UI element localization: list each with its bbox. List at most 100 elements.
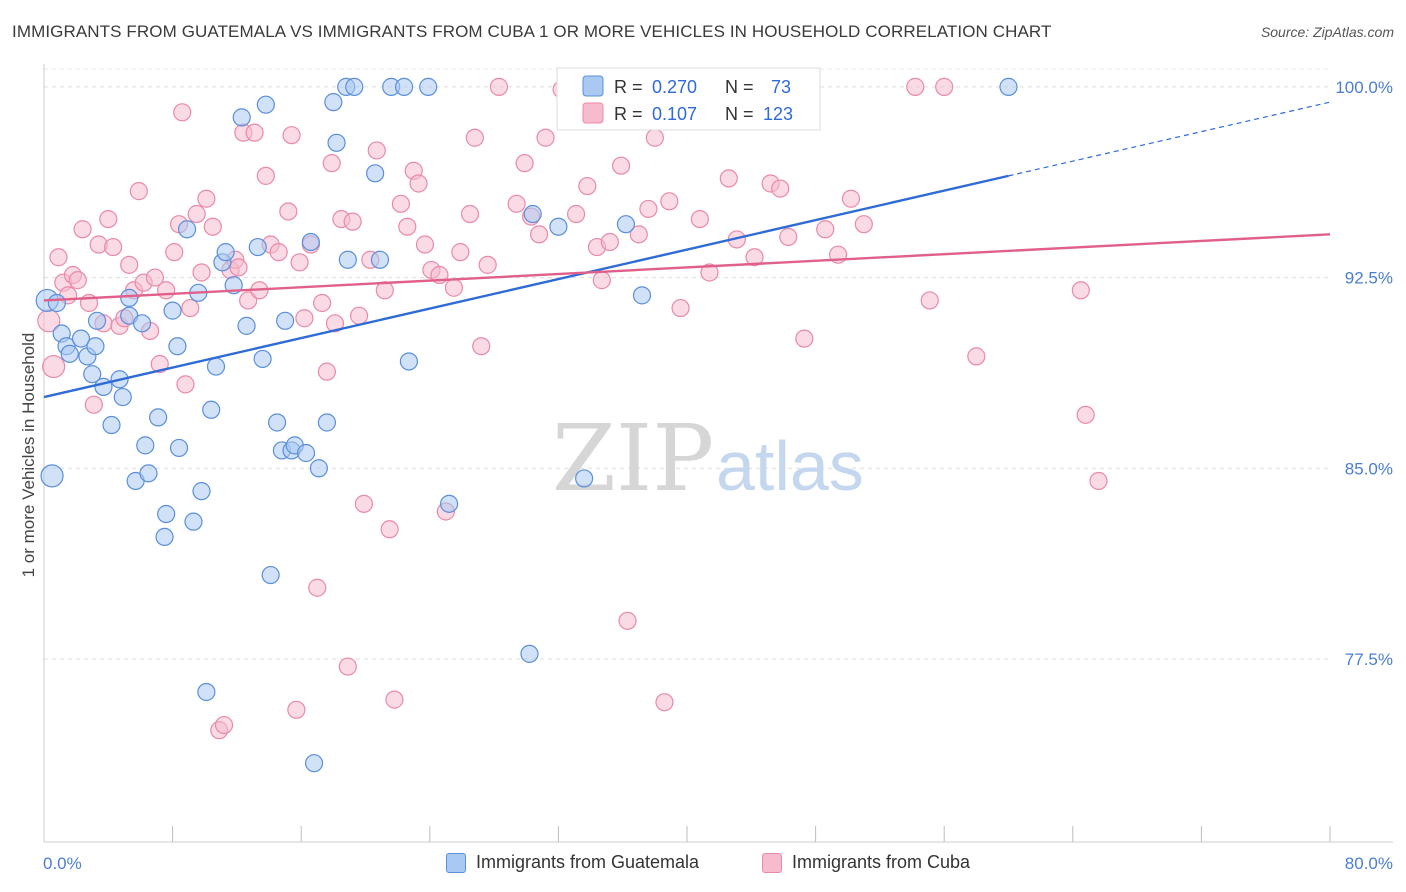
guatemala-point bbox=[261, 565, 280, 585]
legend-n-label-guatemala: N = bbox=[725, 77, 754, 97]
legend-swatch-cuba bbox=[582, 102, 604, 124]
guatemala-point bbox=[177, 220, 197, 239]
legend-n-cuba: 123 bbox=[763, 104, 793, 124]
cuba-point bbox=[120, 255, 139, 274]
cuba-point bbox=[578, 176, 597, 196]
guatemala-point bbox=[163, 301, 182, 320]
guatemala-point bbox=[168, 337, 187, 356]
guatemala-point bbox=[216, 243, 235, 262]
cuba-point bbox=[104, 237, 123, 257]
cuba-point bbox=[290, 253, 309, 272]
legend-n-label-cuba: N = bbox=[725, 104, 754, 124]
y-tick-label: 85.0% bbox=[1345, 459, 1393, 478]
guatemala-point bbox=[520, 644, 539, 663]
cuba-point bbox=[99, 209, 118, 229]
cuba-point bbox=[507, 194, 526, 213]
series-cuba-points bbox=[37, 77, 1108, 740]
cuba-point bbox=[398, 217, 417, 236]
cuba-point bbox=[530, 225, 549, 244]
cuba-point bbox=[451, 243, 470, 262]
guatemala-point bbox=[317, 413, 337, 432]
cuba-point bbox=[779, 227, 798, 246]
grid-lines bbox=[44, 68, 1330, 660]
guatemala-point bbox=[304, 754, 324, 773]
legend-label-guatemala: Immigrants from Guatemala bbox=[476, 852, 700, 872]
watermark: ZIP atlas bbox=[552, 405, 864, 512]
cuba-point bbox=[655, 693, 674, 712]
cuba-point bbox=[325, 314, 345, 333]
cuba-point bbox=[181, 298, 200, 318]
cuba-point bbox=[472, 337, 491, 356]
legend-n-guatemala: 73 bbox=[771, 77, 791, 97]
cuba-point bbox=[176, 375, 195, 394]
legend-item-cuba: Immigrants from Cuba bbox=[762, 852, 970, 873]
guatemala-point bbox=[139, 464, 158, 483]
cuba-point bbox=[906, 77, 925, 96]
cuba-point bbox=[600, 232, 619, 252]
cuba-point bbox=[409, 174, 428, 193]
cuba-point bbox=[795, 329, 814, 348]
legend-r-label-guatemala: R = bbox=[614, 77, 643, 97]
axes bbox=[43, 64, 1393, 843]
legend-r-cuba: 0.107 bbox=[652, 104, 697, 124]
cuba-point bbox=[203, 217, 222, 236]
cuba-point bbox=[515, 154, 534, 173]
cuba-point bbox=[42, 354, 66, 379]
series-legend: Immigrants from Guatemala Immigrants fro… bbox=[0, 852, 1406, 878]
legend-swatch-guatemala-bottom bbox=[446, 852, 466, 873]
guatemala-point bbox=[197, 682, 216, 702]
guatemala-point bbox=[338, 250, 357, 269]
cuba-point bbox=[214, 715, 234, 735]
cuba-point bbox=[629, 225, 648, 244]
cuba-point bbox=[279, 202, 298, 221]
cuba-point bbox=[489, 77, 509, 96]
guatemala-point bbox=[419, 77, 438, 96]
guatemala-point bbox=[276, 311, 295, 330]
cuba-point bbox=[645, 128, 664, 147]
x-tick-label: 80.0% bbox=[1345, 854, 1393, 873]
cuba-point bbox=[745, 248, 764, 267]
cuba-point bbox=[68, 271, 87, 290]
cuba-point bbox=[239, 291, 258, 310]
cuba-point bbox=[611, 156, 631, 175]
cuba-point bbox=[282, 126, 301, 145]
y-tick-label: 77.5% bbox=[1345, 650, 1393, 669]
cuba-point bbox=[192, 263, 211, 282]
legend-label-cuba: Immigrants from Cuba bbox=[792, 852, 971, 872]
cuba-point bbox=[771, 179, 790, 198]
cuba-point bbox=[84, 395, 103, 414]
trend-line-cuba bbox=[43, 233, 1331, 302]
cuba-point bbox=[157, 281, 176, 300]
trend-lines bbox=[43, 101, 1331, 399]
guatemala-point bbox=[86, 337, 105, 356]
guatemala-point bbox=[192, 482, 211, 501]
cuba-point bbox=[245, 123, 264, 142]
trend-line-guatemala bbox=[43, 174, 1009, 399]
cuba-point bbox=[460, 204, 480, 224]
guatemala-point bbox=[120, 288, 139, 308]
guatemala-point bbox=[206, 357, 226, 376]
cuba-point bbox=[478, 255, 497, 274]
x-tick-label: 0.0% bbox=[43, 854, 82, 873]
guatemala-point bbox=[616, 215, 636, 234]
cuba-point bbox=[536, 128, 555, 147]
correlation-legend: R = 0.270 N = 73 R = 0.107 N = 123 bbox=[556, 67, 821, 131]
legend-r-label-cuba: R = bbox=[614, 104, 643, 124]
guatemala-point bbox=[301, 232, 320, 252]
cuba-point bbox=[197, 189, 216, 208]
watermark-atlas: atlas bbox=[716, 427, 864, 505]
x-tick-labels: 0.0% 80.0% bbox=[43, 854, 1393, 873]
cuba-point bbox=[349, 306, 369, 325]
guatemala-point bbox=[157, 504, 176, 524]
y-tick-label: 100.0% bbox=[1335, 78, 1393, 97]
guatemala-point bbox=[184, 512, 203, 531]
legend-swatch-guatemala bbox=[582, 75, 604, 97]
cuba-point bbox=[308, 578, 327, 597]
guatemala-point bbox=[248, 237, 267, 257]
cuba-point bbox=[385, 690, 404, 709]
cuba-point bbox=[173, 103, 192, 122]
legend-swatch-cuba-bottom bbox=[762, 852, 782, 873]
legend-r-guatemala: 0.270 bbox=[652, 77, 697, 97]
guatemala-point bbox=[309, 459, 328, 478]
